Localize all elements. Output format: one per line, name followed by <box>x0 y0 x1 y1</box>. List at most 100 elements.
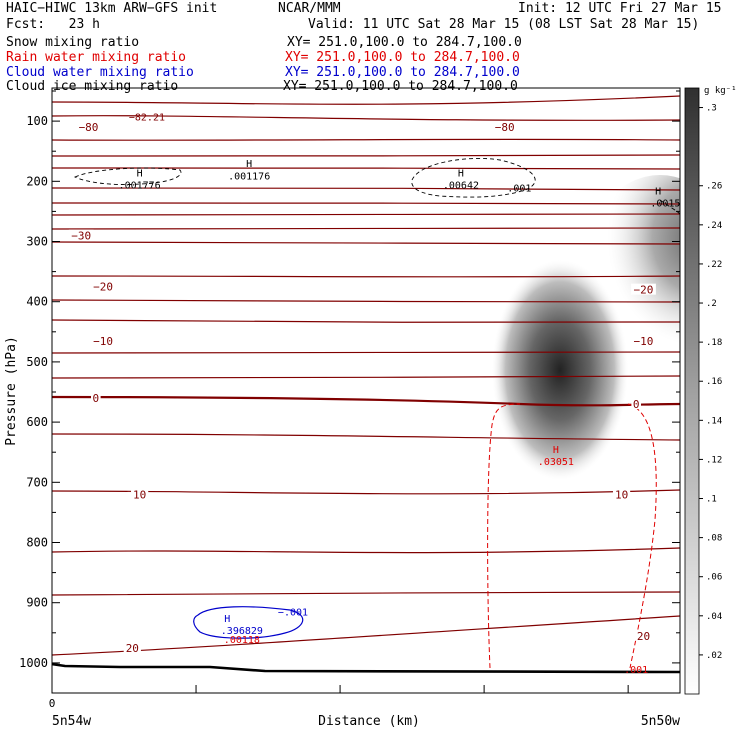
temperature-contour-label: −80 <box>495 121 515 134</box>
colorbar-tick-label: .3 <box>706 104 717 114</box>
init-time: Init: 12 UTC Fri 27 Mar 15 <box>518 1 722 16</box>
y-axis-label: Pressure (hPa) <box>4 336 19 446</box>
extremum-label: −.001 <box>278 608 308 619</box>
colorbar-scale <box>684 87 700 695</box>
y-tick-label: 400 <box>26 295 48 309</box>
colorbar-tick-label: .1 <box>706 495 717 505</box>
terrain-line <box>52 662 680 674</box>
contour-labels: −80 −80−30−20 −20−10 −100 010 102020−82.21H.0… <box>68 112 680 676</box>
temperature-contour-label: 20 <box>637 630 650 643</box>
temperature-contour-label: 10 <box>133 488 146 501</box>
y-tick-label: 800 <box>26 536 48 550</box>
rain-contour <box>487 403 657 669</box>
colorbar-unit: g kg⁻¹ <box>704 86 737 96</box>
temperature-contour-label: −20 <box>634 284 654 297</box>
extremum-label: −82.21 <box>129 112 165 123</box>
extremum-label: .001776 <box>119 180 161 191</box>
extremum-label: H <box>458 168 464 179</box>
colorbar-tick-label: .26 <box>706 182 722 192</box>
label-knockout <box>492 121 518 133</box>
x-axis: 0 <box>49 685 629 710</box>
colorbar-tick-label: .04 <box>706 612 722 622</box>
field-xy-rain: XY= 251.0,100.0 to 284.7,100.0 <box>285 50 520 65</box>
colorbar: g kg⁻¹ .02 .04 .06 .08 .1 .12 .14 .16 .18 .2 .22 .2… <box>684 86 737 695</box>
colorbar-tick-label: .22 <box>706 260 722 270</box>
label-knockout <box>91 392 101 404</box>
label-knockout <box>131 488 149 500</box>
extremum-label: .001 <box>507 183 531 194</box>
snow-shading-core <box>492 260 628 480</box>
snow-shading-upper <box>585 175 680 355</box>
label-knockout <box>123 641 141 653</box>
field-xy-cloud-water: XY= 251.0,100.0 to 284.7,100.0 <box>285 65 520 80</box>
y-tick-label: 600 <box>26 415 48 429</box>
label-knockout <box>90 334 116 346</box>
colorbar-tick-label: .14 <box>706 416 722 426</box>
extremum-label: .0015 <box>650 198 680 209</box>
y-tick-label: 200 <box>26 174 48 188</box>
extremum-label: .03051 <box>538 457 574 468</box>
extremum-label: H <box>553 445 559 456</box>
field-label-snow: Snow mixing ratio <box>6 35 140 50</box>
colorbar-tick-label: .16 <box>706 377 722 387</box>
colorbar-tick-label: .02 <box>706 651 722 661</box>
label-knockout <box>612 488 631 500</box>
colorbar-tick-label: .06 <box>706 573 722 583</box>
colorbar-tick-label: .2 <box>706 299 717 309</box>
field-xy-cloud-ice: XY= 251.0,100.0 to 284.7,100.0 <box>283 79 518 94</box>
temperature-contour-label: −30 <box>71 229 91 242</box>
label-knockout <box>76 121 101 133</box>
colorbar-tick-label: .18 <box>706 338 722 348</box>
colorbar-tick-label: .08 <box>706 534 722 544</box>
temperature-contour-label: −80 <box>79 121 99 134</box>
plot-frame <box>51 87 681 694</box>
temperature-contour-label: −10 <box>93 335 113 348</box>
x-start-location: 5n54w <box>52 714 91 729</box>
temperature-contour-label: −10 <box>634 335 654 348</box>
freezing-level-contour <box>52 395 680 407</box>
temperature-contour-label: 0 <box>633 398 640 411</box>
temperature-contour-label: −20 <box>93 281 113 294</box>
extremum-label: .001 <box>624 665 648 676</box>
field-label-rain: Rain water mixing ratio <box>6 50 187 65</box>
y-tick-label: 700 <box>26 475 48 489</box>
x-axis-label: Distance (km) <box>318 714 420 729</box>
extremum-label: .001176 <box>228 171 270 182</box>
y-tick-label: 1000 <box>19 656 48 670</box>
extremum-label: H <box>655 186 661 197</box>
temperature-contour-label: 0 <box>93 392 100 405</box>
extremum-label: H <box>137 168 143 179</box>
colorbar-tick-label: .24 <box>706 221 722 231</box>
label-knockout <box>68 229 94 241</box>
colorbar-tick-label: .12 <box>706 455 722 465</box>
y-tick-label: 100 <box>26 114 48 128</box>
label-knockout <box>631 334 656 346</box>
x-end-location: 5n50w <box>641 714 680 729</box>
extremum-label: .00118 <box>224 635 260 646</box>
y-tick-label: 900 <box>26 596 48 610</box>
field-xy-snow: XY= 251.0,100.0 to 284.7,100.0 <box>287 35 522 50</box>
field-label-cloud-water: Cloud water mixing ratio <box>6 65 194 80</box>
forecast-hour: Fcst: 23 h <box>6 17 100 32</box>
cloud-ice-contours <box>73 158 680 215</box>
temperature-contour-label: 10 <box>615 488 628 501</box>
label-knockout <box>631 398 641 410</box>
field-label-cloud-ice: Cloud ice mixing ratio <box>6 79 179 94</box>
model-title: HAIC−HIWC 13km ARW−GFS init <box>6 1 218 16</box>
y-tick-label: 300 <box>26 235 48 249</box>
label-knockout <box>90 280 116 292</box>
extremum-label: .396829 <box>221 626 263 637</box>
extremum-label: H <box>224 614 230 625</box>
cloud-water-contour <box>193 606 304 639</box>
y-tick-label: 500 <box>26 355 48 369</box>
valid-time: Valid: 11 UTC Sat 28 Mar 15 (08 LST Sat … <box>308 17 700 32</box>
label-knockout <box>631 283 656 295</box>
extremum-label: H <box>246 159 252 170</box>
extremum-label: .00642 <box>443 180 479 191</box>
label-knockout <box>634 629 653 641</box>
center-name: NCAR/MMM <box>278 1 341 16</box>
x-tick-label: 0 <box>49 697 56 710</box>
temperature-contour-label: 20 <box>126 642 139 655</box>
